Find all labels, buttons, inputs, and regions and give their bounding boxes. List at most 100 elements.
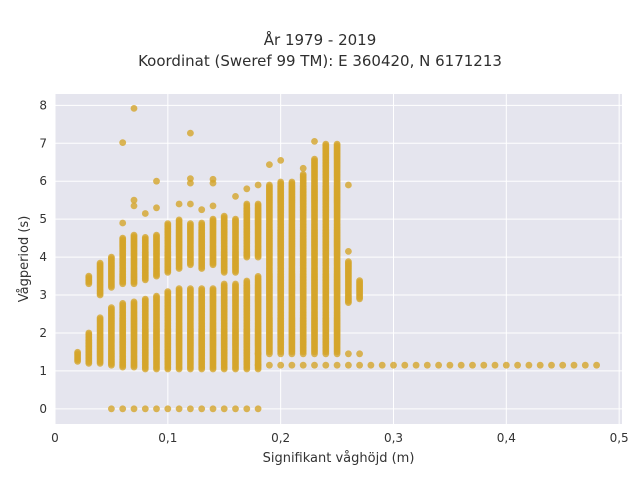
data-point (130, 202, 138, 210)
data-point (141, 210, 149, 217)
data-point (345, 181, 352, 189)
data-point (548, 361, 555, 369)
x-tick-label: 0,2 (271, 431, 290, 445)
chart-title: År 1979 - 2019 Koordinat (Sweref 99 TM):… (0, 30, 640, 72)
data-point (175, 216, 183, 224)
x-tick-label: 0,1 (158, 431, 177, 445)
data-point (299, 361, 307, 369)
data-point (243, 200, 251, 208)
data-point (254, 405, 262, 413)
data-point (570, 361, 578, 369)
data-point (119, 219, 127, 227)
grid-lines (54, 94, 622, 424)
data-point (130, 405, 138, 413)
data-point (277, 350, 285, 358)
data-point (345, 258, 352, 266)
data-point (457, 361, 465, 369)
data-point (446, 361, 454, 369)
data-points (74, 105, 600, 413)
y-tick-label: 6 (39, 174, 47, 188)
data-point (311, 138, 318, 145)
data-point (423, 361, 431, 369)
y-tick-label: 0 (39, 402, 47, 416)
data-point (141, 234, 149, 241)
data-point (187, 220, 194, 228)
data-point (187, 129, 194, 137)
y-tick-label: 8 (39, 98, 47, 112)
data-point (254, 181, 262, 189)
data-point (593, 361, 600, 369)
data-point (367, 361, 375, 369)
data-point (266, 181, 273, 189)
data-point (130, 196, 138, 204)
data-point (220, 280, 228, 288)
data-point (277, 157, 285, 164)
y-axis-label: Vågperiod (s) (17, 216, 32, 303)
data-point (299, 171, 307, 178)
data-point (175, 285, 183, 292)
data-point (299, 164, 307, 172)
data-point (175, 200, 183, 208)
data-point (198, 219, 206, 227)
data-point (220, 212, 228, 220)
data-point (153, 231, 160, 239)
data-point (333, 350, 341, 358)
data-point (536, 361, 544, 369)
data-point (187, 179, 194, 187)
data-point (96, 314, 104, 322)
data-point (130, 105, 138, 112)
data-point (198, 285, 206, 292)
data-point (119, 234, 127, 242)
data-point (164, 220, 172, 228)
data-point (119, 300, 127, 307)
data-point (412, 361, 420, 369)
data-point (232, 215, 239, 223)
data-point (322, 140, 330, 148)
y-axis-ticks: 0 1 2 3 4 5 6 7 8 (39, 98, 47, 415)
data-point (164, 288, 172, 295)
data-point (187, 285, 194, 292)
data-point (220, 405, 228, 413)
data-point (333, 140, 341, 148)
data-point (581, 361, 589, 369)
chart-title-line2: Koordinat (Sweref 99 TM): E 360420, N 61… (138, 52, 502, 70)
data-point (153, 405, 160, 413)
x-axis-label: Signifikant våghöjd (m) (263, 451, 415, 466)
data-point (345, 248, 352, 255)
data-point (198, 405, 206, 413)
data-point (322, 361, 330, 369)
data-point (187, 405, 194, 413)
x-tick-label: 0 (51, 431, 59, 445)
data-point (119, 405, 127, 413)
data-point (356, 277, 363, 284)
data-point (345, 361, 352, 369)
x-axis-ticks: 0 0,1 0,2 0,3 0,4 0,5 (51, 431, 629, 445)
x-tick-label: 0,4 (497, 431, 516, 445)
data-point (119, 139, 127, 147)
data-point (491, 361, 499, 369)
data-point (514, 361, 521, 369)
data-point (345, 350, 352, 358)
data-point (469, 361, 476, 369)
x-tick-label: 0,5 (610, 431, 629, 445)
data-point (502, 361, 510, 369)
data-point (390, 361, 397, 369)
x-tick-label: 0,3 (384, 431, 403, 445)
data-point (288, 361, 296, 369)
data-point (243, 277, 251, 285)
data-point (198, 206, 206, 214)
data-point (356, 361, 363, 369)
data-point (254, 350, 262, 358)
y-tick-label: 2 (39, 326, 47, 340)
data-point (232, 405, 239, 413)
data-point (153, 177, 160, 185)
data-point (254, 200, 262, 208)
data-point (74, 348, 81, 356)
data-point (266, 350, 273, 358)
data-point (311, 155, 318, 163)
data-point (333, 361, 341, 369)
data-point (85, 329, 93, 337)
data-point (356, 350, 363, 358)
data-point (85, 272, 93, 280)
data-point (209, 202, 217, 210)
